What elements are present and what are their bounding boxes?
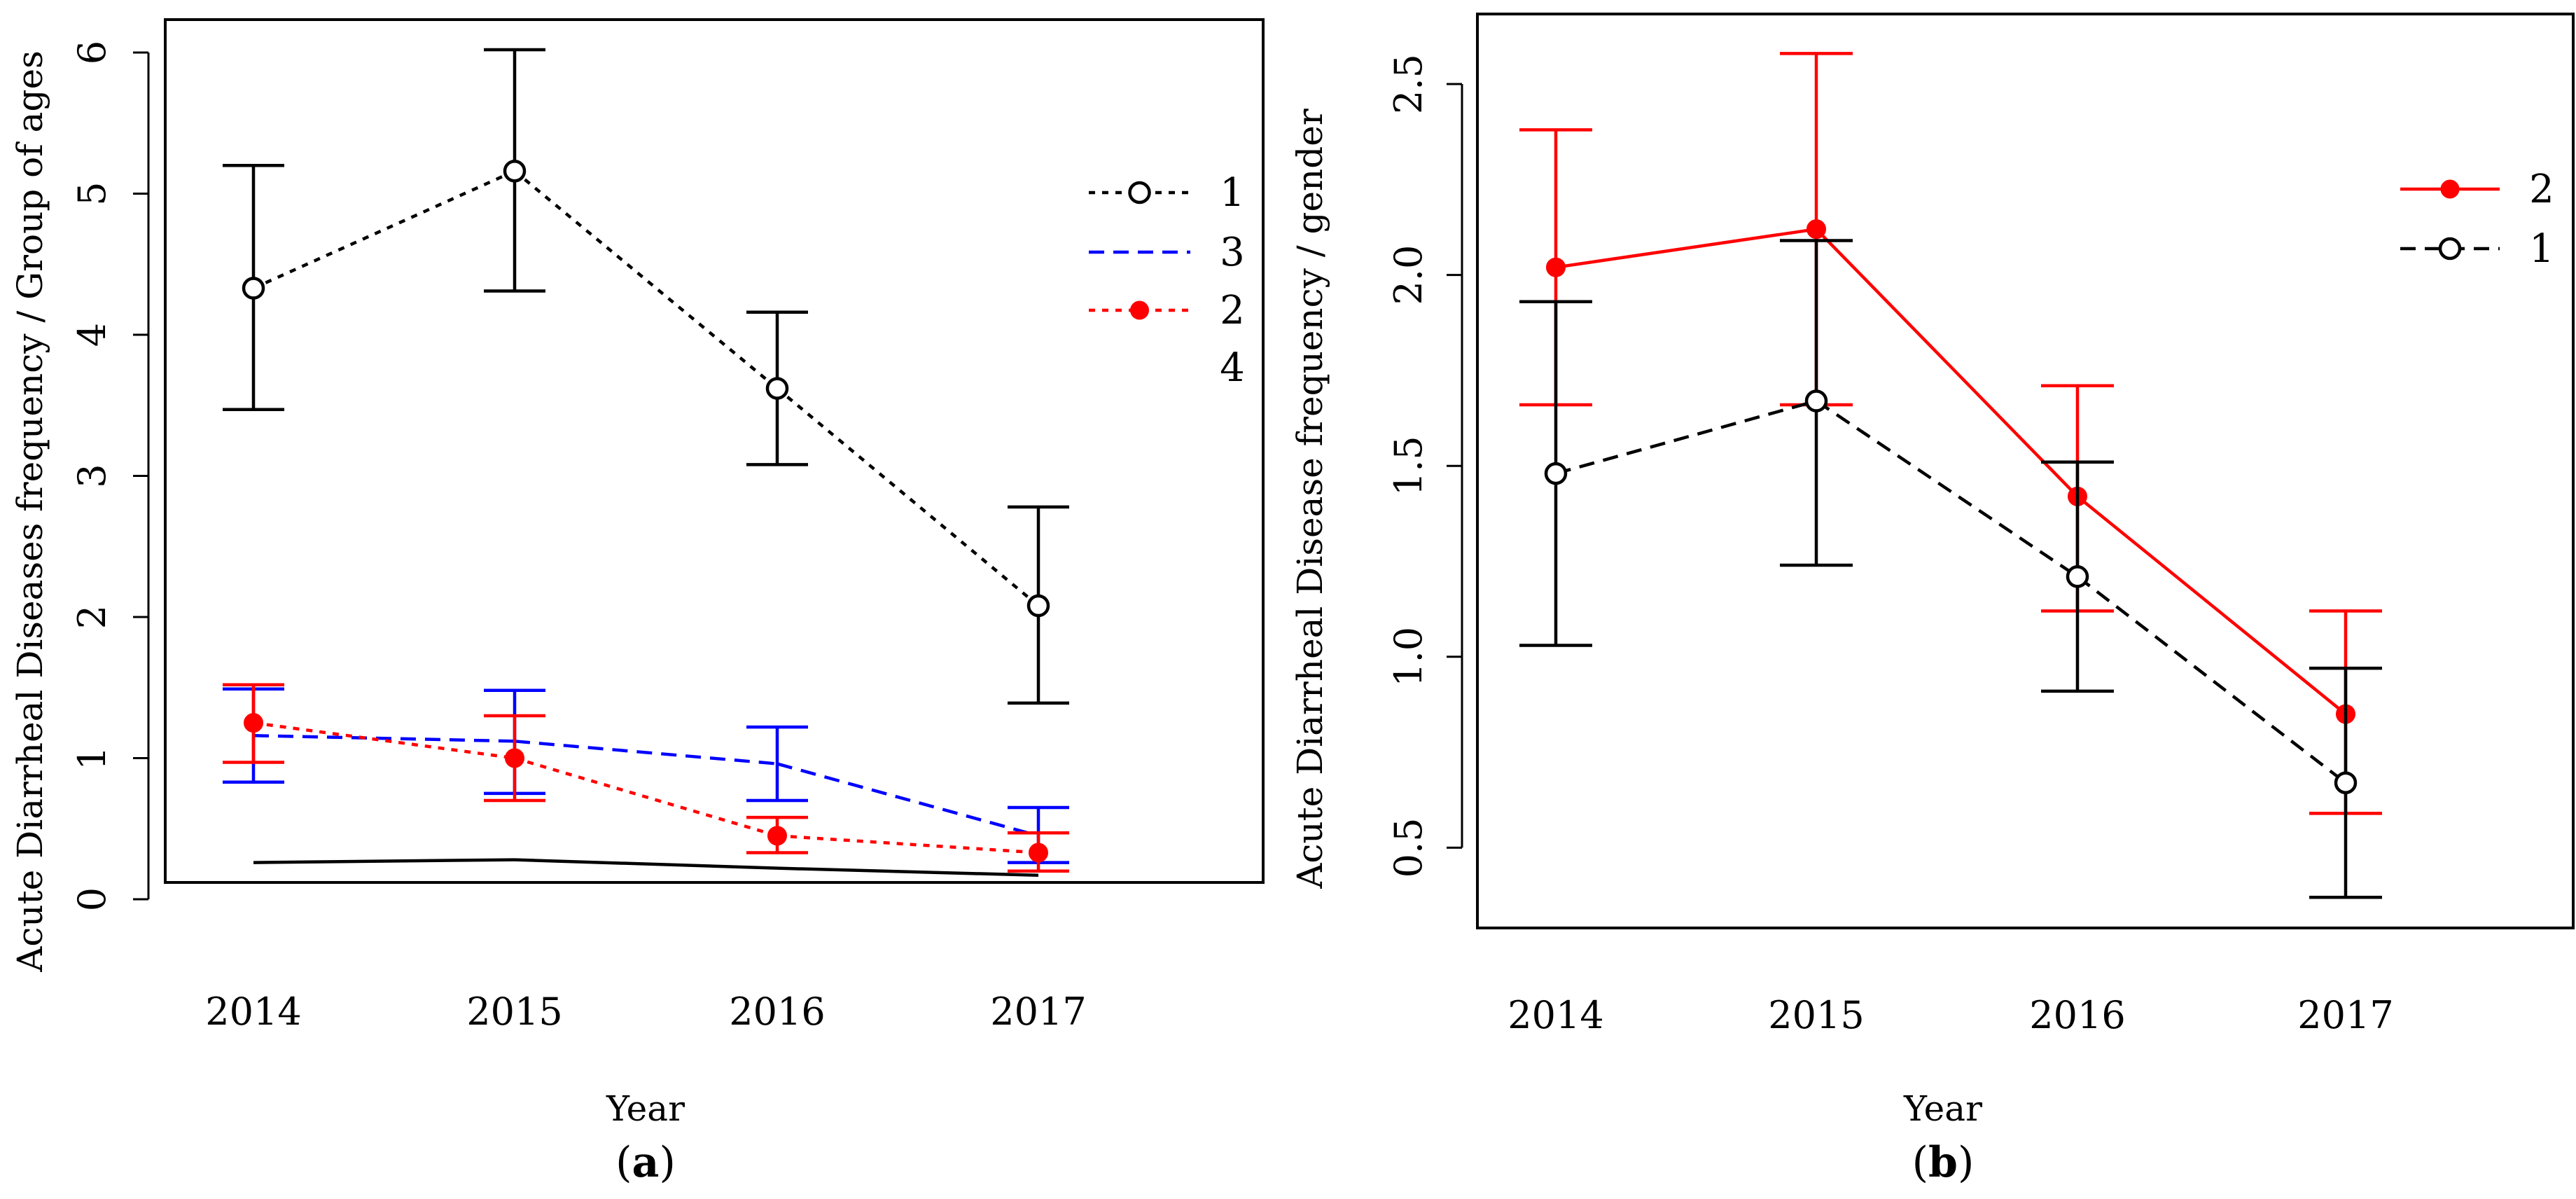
y-tick-label: 4 [70,323,114,347]
series-4 [253,858,1039,877]
series-line-segment [776,387,1040,607]
chart-panel-b: 0.5 1.0 1.5 2.0 2.5 2014 2015 2016 2017 2 1 Year… [1290,13,2575,1187]
series-line-segment [253,721,515,760]
data-point [1026,594,1050,618]
y-tick-label: 1.5 [1386,436,1430,496]
y-tick-label: 0 [70,887,114,911]
data-point [242,277,265,300]
data-point [2334,771,2358,794]
series-line-segment [2076,575,2347,784]
series-3 [223,687,1069,864]
series-line-segment [514,740,778,765]
chart-panel-a: 0 1 2 3 4 5 6 2014 2015 2016 2017 1 3 2 4 Year Acute… [10,18,1265,1187]
legend-entry-3: 3 [1089,230,1245,275]
x-tick-label: 2015 [1768,993,1864,1037]
series-line-segment [253,858,515,864]
data-point [1804,389,1828,413]
data-point [244,713,263,733]
series-line-segment [514,858,778,870]
legend-marker [1130,300,1149,320]
series-1 [1519,239,2382,899]
plot-frame-a [164,18,1265,884]
y-tick-label: 2.5 [1386,54,1430,114]
data-point [1029,843,1048,863]
y-tick-label: 2 [70,605,114,629]
legend-label: 1 [2529,226,2554,272]
plot-frame-b [1476,13,2575,929]
data-point [2066,565,2089,588]
x-axis-label-a: Year [606,1088,685,1129]
data-point [503,160,527,183]
legend-entry-1: 1 [1089,170,1245,216]
x-tick-label: 2016 [2029,993,2125,1037]
legend-label: 2 [1220,288,1245,333]
x-tick-label: 2016 [729,990,825,1034]
y-tick-label: 3 [70,464,114,487]
y-tick-label: 2.0 [1386,245,1430,305]
data-point [505,748,524,768]
x-tick-label: 2017 [990,990,1086,1034]
legend-entry-1: 1 [2400,226,2554,272]
series-2 [223,683,1069,873]
series-line-segment [1555,399,1817,476]
y-axis-label-b: Acute Diarrheal Disease frequency / gend… [1290,109,1330,889]
series-line-segment [514,756,778,838]
y-tick-label: 0.5 [1386,817,1430,878]
legend-marker [1128,181,1151,205]
legend-marker [2438,237,2462,261]
legend-label: 3 [1220,230,1245,275]
legend-label: 1 [1220,170,1245,216]
series-2 [1519,52,2382,815]
data-point [1544,462,1568,485]
x-axis-label-b: Year [1903,1088,1982,1129]
series-line-segment [777,762,1039,838]
legend-label: 4 [1220,345,1245,391]
x-tick-label: 2015 [466,990,562,1034]
panel-caption-a: (a) [615,1138,676,1187]
data-point [1546,257,1566,277]
legend-entry-4: 4 [1220,345,1245,391]
series-line-segment [1815,399,2079,578]
x-tick-label: 2014 [1508,993,1603,1037]
legend-label: 2 [2529,167,2554,212]
y-tick-label: 1 [70,746,114,770]
legend-entry-2: 2 [1089,288,1245,333]
y-axis-label-a: Acute Diarrheal Diseases frequency / Gro… [10,50,50,973]
y-tick-label: 6 [70,41,114,64]
x-tick-label: 2017 [2297,993,2393,1037]
series-line-segment [777,866,1039,877]
data-point [765,377,789,400]
y-tick-label: 5 [70,181,114,205]
data-point [1806,219,1826,240]
series-line-segment [513,169,779,390]
data-point [767,826,787,846]
series-line-segment [253,734,515,743]
panel-caption-b: (b) [1912,1138,1975,1187]
series-line-segment [777,834,1039,854]
legend-marker [2440,179,2460,199]
x-tick-label: 2014 [205,990,301,1034]
series-1 [223,48,1069,705]
legend-entry-2: 2 [2400,167,2554,212]
series-line-segment [1555,227,1817,269]
series-line-segment [2076,495,2347,716]
series-line-segment [1815,228,2079,498]
series-line-segment [253,169,515,290]
y-tick-label: 1.0 [1386,627,1430,687]
